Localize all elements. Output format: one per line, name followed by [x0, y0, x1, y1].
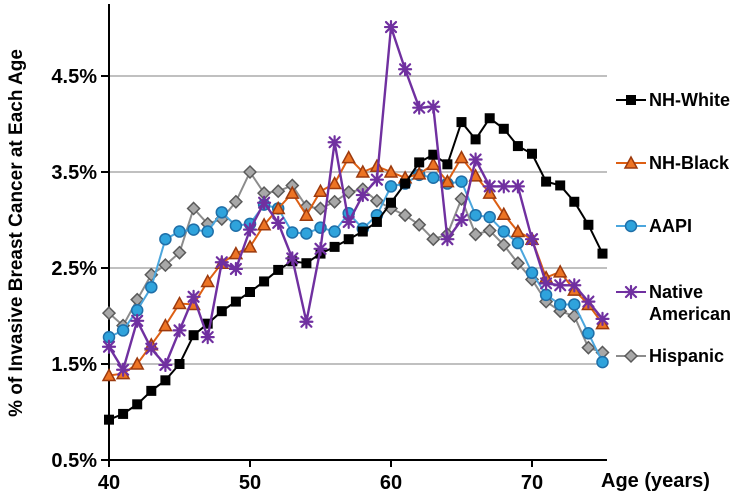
legend-item-native-american: Native American [616, 281, 731, 325]
series-aapi [102, 168, 609, 369]
legend-label-nh-white: NH-White [649, 90, 730, 110]
series-native-american-line [107, 26, 604, 373]
legend-marker-native-american-icon [616, 284, 646, 300]
series-nh-black [101, 150, 610, 382]
y-tick-label-0.5: 0.5% [51, 450, 97, 472]
x-axis-title: Age (years) [601, 470, 710, 492]
y-axis-title: % of Invasive Breast Cancer at Each Age [6, 49, 27, 417]
legend-label-hispanic: Hispanic [649, 346, 725, 366]
x-tick-label-60: 60 [380, 472, 402, 494]
series-native-american-markers [101, 19, 610, 377]
series-native-american [101, 19, 610, 377]
y-tick-label-3.5: 3.5% [51, 162, 97, 184]
legend-marker-nh-white-icon [616, 95, 646, 105]
legend-label-aapi: AAPI [649, 216, 693, 236]
legend-label-nh-black: NH-Black [649, 153, 730, 173]
legend-item-aapi: AAPI [616, 215, 692, 237]
y-tick-label-2.5: 2.5% [51, 258, 97, 280]
series-aapi-markers [102, 168, 609, 369]
legend-marker-aapi-icon [616, 219, 646, 233]
legend-marker-hispanic-icon [616, 348, 646, 364]
x-tick-label-70: 70 [521, 472, 543, 494]
legend-item-hispanic: Hispanic [616, 345, 724, 367]
legend-label-native-american: Native American [649, 282, 732, 324]
legend-item-nh-black: NH-Black [616, 152, 729, 174]
legend: NH-White NH-Black AAPI Native American Hispan… [616, 0, 753, 497]
x-tick-label-50: 50 [239, 472, 261, 494]
y-tick-label-1.5: 1.5% [51, 354, 97, 376]
legend-marker-nh-black-icon [616, 155, 646, 169]
series-nh-black-markers [101, 150, 610, 382]
y-tick-label-4.5: 4.5% [51, 66, 97, 88]
x-tick-label-40: 40 [98, 472, 120, 494]
legend-item-nh-white: NH-White [616, 89, 730, 111]
